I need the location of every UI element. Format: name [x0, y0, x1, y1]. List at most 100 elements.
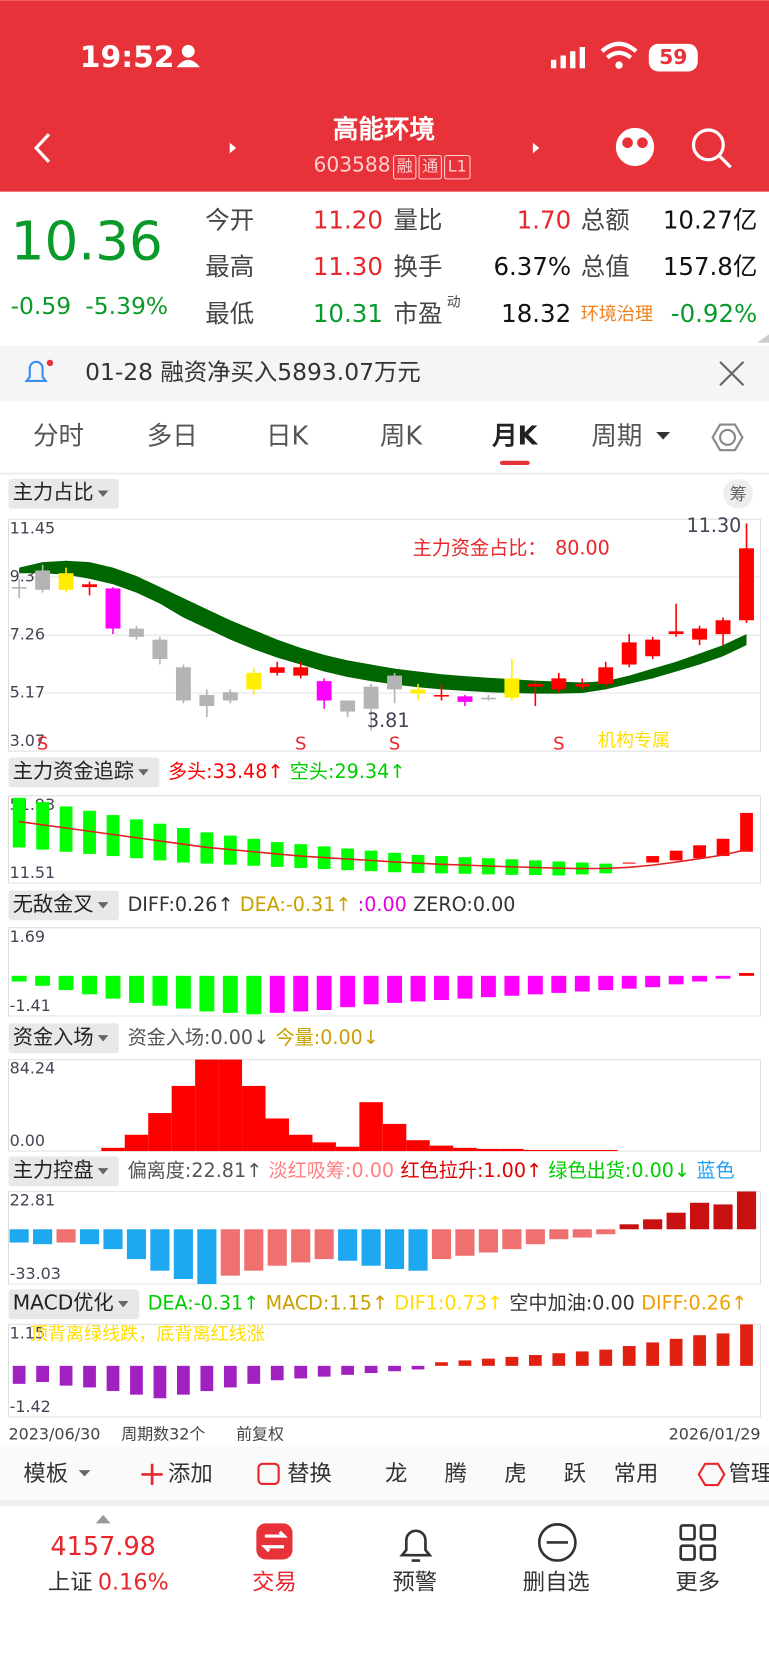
tab[interactable]: 周K — [380, 421, 424, 451]
indicator-name[interactable]: 主力资金追踪 — [13, 759, 134, 783]
bar — [340, 975, 356, 1008]
search-icon — [717, 154, 732, 169]
tab[interactable]: 周期 — [591, 421, 642, 451]
toolbar-item[interactable]: 腾 — [445, 1461, 467, 1487]
bar — [153, 1365, 167, 1399]
toolbar-item[interactable]: 跃 — [564, 1461, 586, 1487]
indicator-name[interactable]: 无敌金叉 — [13, 892, 94, 916]
candle-body — [527, 683, 543, 687]
bar — [126, 1229, 147, 1260]
field-value: 10.27亿 — [663, 205, 757, 234]
bar — [101, 1147, 125, 1152]
y-tick-label: 11.45 — [10, 518, 56, 537]
legend-item: 蓝色 — [696, 1159, 734, 1182]
alert-icon[interactable] — [399, 1529, 433, 1562]
bar — [570, 1149, 595, 1152]
trade-icon — [260, 1530, 288, 1553]
legend-item: DIF1:0.73↑ — [394, 1292, 503, 1315]
bar — [361, 1229, 381, 1266]
bottom-nav: 交易 预警 删自选 更多 — [252, 1569, 720, 1595]
toolbar-item[interactable]: 模板 — [23, 1461, 68, 1487]
bar — [429, 1145, 454, 1152]
bar — [59, 806, 73, 852]
bar — [79, 1229, 100, 1245]
indicator-name-bg — [8, 1023, 120, 1054]
field-label: 量比 — [394, 205, 443, 234]
mascot-icon[interactable] — [615, 127, 655, 167]
bar — [434, 975, 449, 1001]
nav-item[interactable]: 删自选 — [523, 1569, 590, 1595]
indicator-name[interactable]: MACD优化 — [13, 1291, 114, 1315]
legend-item: DEA:-0.31↑ — [148, 1292, 260, 1315]
tab[interactable]: 日K — [266, 421, 310, 451]
bar — [669, 1338, 683, 1366]
person-icon — [181, 44, 195, 58]
wifi-icon — [615, 61, 623, 69]
candle-body — [105, 588, 121, 629]
bar — [716, 838, 730, 857]
person-icon — [176, 59, 200, 68]
toolbar-item[interactable]: 常用 — [614, 1461, 659, 1487]
search-icon[interactable] — [691, 128, 725, 162]
end-date: 2026/01/29 — [669, 1425, 761, 1444]
bar — [693, 1335, 706, 1366]
trade-icon[interactable] — [256, 1523, 293, 1560]
bar — [363, 975, 379, 1005]
settings-icon[interactable] — [719, 428, 737, 446]
y-tick-label: 5.17 — [10, 683, 46, 702]
toolbar-item[interactable]: 替换 — [287, 1461, 332, 1487]
notice-text[interactable]: 01-28 融资净买入5893.07万元 — [85, 358, 421, 386]
bar — [598, 975, 614, 991]
toolbar-item[interactable]: 添加 — [168, 1461, 213, 1487]
indicator-name[interactable]: 资金入场 — [13, 1025, 94, 1049]
bar — [619, 1224, 639, 1230]
tab-underline — [499, 460, 530, 466]
legend-item: :0.00 — [358, 893, 407, 916]
tab[interactable]: 月K — [491, 421, 539, 451]
expand-icon[interactable] — [95, 1514, 111, 1524]
signal-label: S — [37, 734, 48, 755]
toolbar-bg — [0, 1446, 769, 1500]
candle-body — [11, 587, 27, 589]
tab[interactable]: 多日 — [147, 421, 198, 451]
bar — [218, 1059, 243, 1152]
field-label: 今开 — [205, 205, 254, 234]
nav-item[interactable]: 交易 — [252, 1569, 297, 1595]
tab[interactable]: 分时 — [33, 421, 84, 451]
candle-body — [692, 628, 708, 640]
toolbar-item[interactable]: 虎 — [504, 1461, 526, 1487]
y-tick-label: -33.03 — [10, 1264, 61, 1283]
bar — [668, 975, 684, 985]
bar — [551, 975, 567, 993]
bar — [410, 975, 426, 1002]
chip-button[interactable] — [723, 478, 754, 509]
more-icon[interactable] — [679, 1524, 717, 1561]
candle-body — [410, 689, 426, 694]
bar — [130, 819, 143, 859]
toolbar-item[interactable]: 龙 — [385, 1461, 407, 1487]
bar — [335, 1146, 360, 1152]
toolbar-item[interactable]: 管理 — [729, 1461, 769, 1487]
index-change: 0.16% — [98, 1569, 169, 1595]
candle-body — [621, 642, 637, 665]
bar — [622, 862, 636, 864]
nav-item[interactable]: 预警 — [392, 1569, 437, 1595]
bar — [646, 1342, 660, 1366]
remove-icon[interactable] — [537, 1523, 577, 1562]
adjust-mode: 前复权 — [236, 1425, 284, 1444]
bar — [314, 1229, 334, 1260]
bar — [291, 1229, 311, 1263]
bar — [82, 975, 97, 995]
start-date: 2023/06/30 — [9, 1425, 101, 1444]
indicator-name[interactable]: 主力占比 — [13, 480, 94, 504]
nav-item[interactable]: 更多 — [675, 1569, 720, 1595]
candle-body — [35, 570, 51, 590]
back-button[interactable] — [33, 133, 51, 163]
bar — [455, 1229, 475, 1256]
indicator-name[interactable]: 主力控盘 — [13, 1158, 94, 1182]
close-notice[interactable] — [719, 361, 745, 386]
bar — [244, 1229, 264, 1271]
notice-icon — [24, 360, 48, 383]
